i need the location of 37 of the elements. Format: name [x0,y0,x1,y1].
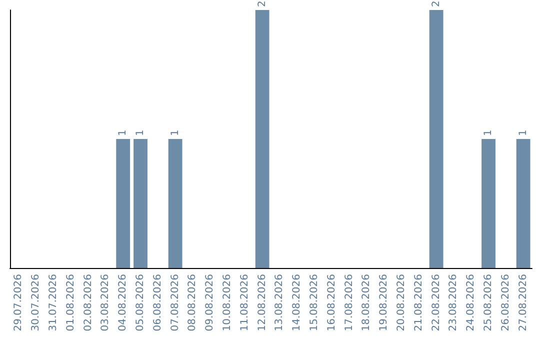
x-tick-label: 18.08.2026 [361,274,372,332]
x-tick-label: 12.08.2026 [256,274,268,332]
x-tick-label: 11.08.2026 [239,274,250,332]
x-tick-label: 08.08.2026 [187,274,198,332]
data-label: 1 [483,130,494,136]
x-tick-label: 10.08.2026 [222,274,233,332]
x-tick-label: 06.08.2026 [152,274,164,332]
x-tick-label: 01.08.2026 [65,274,76,332]
x-tick-label: 16.08.2026 [326,274,338,332]
x-tick-label: 27.08.2026 [518,274,529,332]
x-tick-label: 04.08.2026 [118,274,129,332]
data-label: 1 [135,130,146,136]
x-tick-label: 31.07.2026 [48,274,59,332]
x-tick-label: 23.08.2026 [448,274,460,332]
x-tick-label: 02.08.2026 [82,274,94,332]
x-tick-label: 29.07.2026 [13,274,24,332]
x-tick-label: 21.08.2026 [413,274,424,332]
x-tick-label: 26.08.2026 [500,274,512,332]
x-tick-label: 13.08.2026 [274,274,286,332]
x-tick-label: 09.08.2026 [204,274,216,332]
x-tick-label: 05.08.2026 [135,274,146,332]
data-label: 2 [430,0,442,7]
x-tick-label: 30.07.2026 [30,274,42,332]
x-tick-label: 20.08.2026 [396,274,407,332]
x-tick-label: 03.08.2026 [100,274,112,332]
data-label: 1 [170,130,181,136]
data-label: 1 [518,130,529,136]
x-tick-label: 17.08.2026 [344,274,355,332]
x-tick-label: 19.08.2026 [378,274,390,332]
x-tick-label: 15.08.2026 [309,274,320,332]
x-tick-label: 14.08.2026 [292,274,303,332]
x-tick-label: 07.08.2026 [170,274,181,332]
data-label: 2 [256,0,268,7]
x-tick-label: 24.08.2026 [466,274,477,332]
data-label: 1 [118,130,129,136]
x-tick-label: 22.08.2026 [430,274,442,332]
x-tick-label: 25.08.2026 [483,274,494,332]
